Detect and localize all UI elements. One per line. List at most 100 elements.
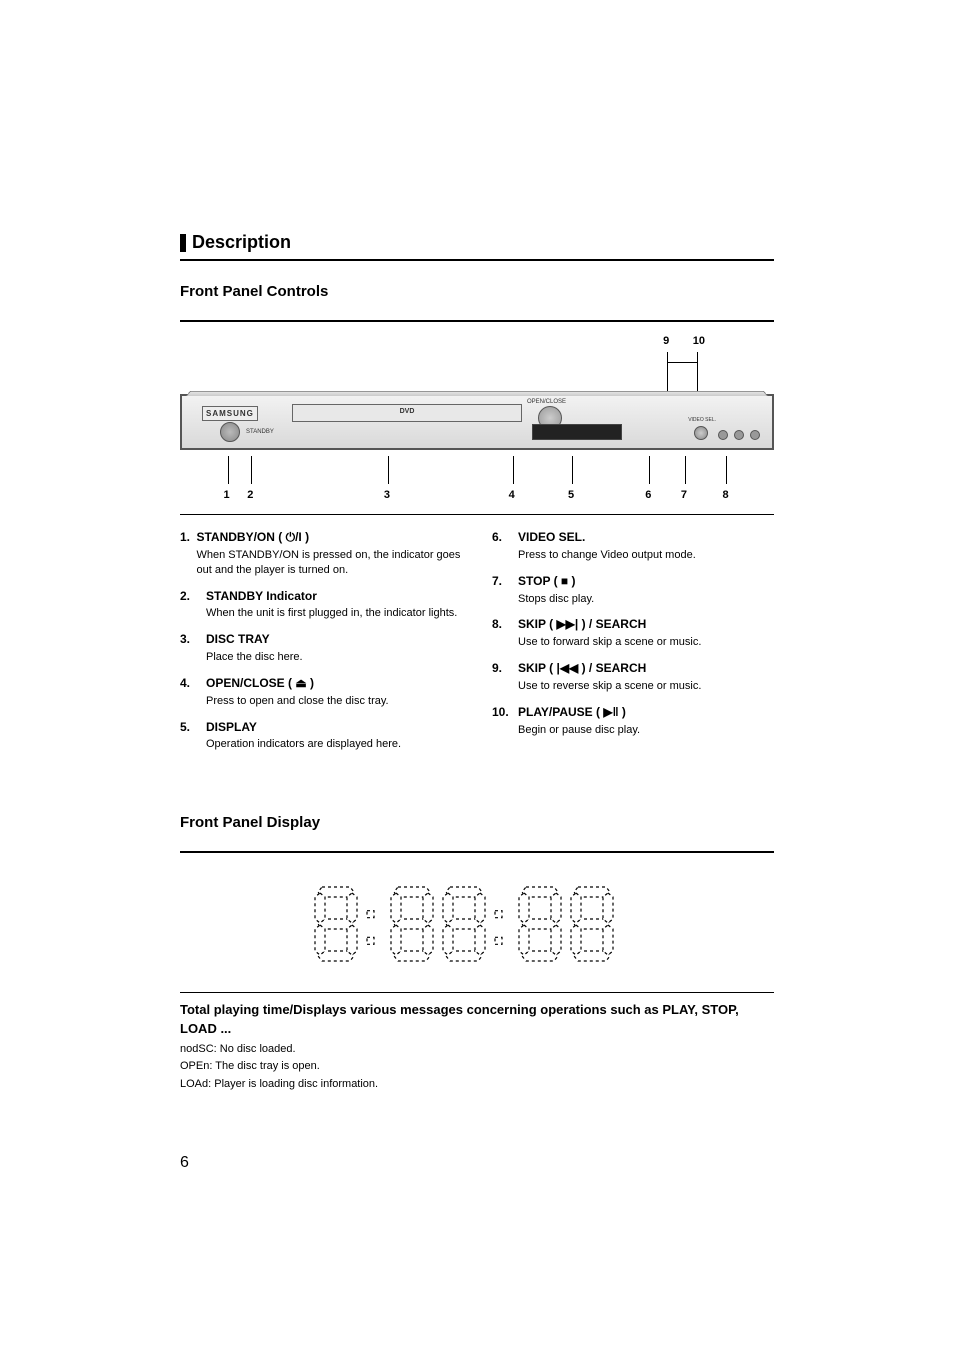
control-number: 4. — [180, 675, 206, 709]
brand-logo: SAMSUNG — [202, 406, 258, 421]
control-number: 9. — [492, 660, 518, 694]
display-message: OPEn: The disc tray is open. — [180, 1059, 774, 1074]
skip-rev-button — [750, 430, 760, 440]
diagram-bottom-callouts: 12345678 — [180, 456, 774, 506]
callout-line — [649, 456, 650, 484]
control-heading: STOP ( ■ ) — [518, 573, 594, 590]
control-description: When STANDBY/ON is pressed on, the indic… — [196, 548, 462, 578]
control-number: 2. — [180, 588, 206, 622]
control-item: 7.STOP ( ■ )Stops disc play. — [492, 573, 774, 607]
control-number: 5. — [180, 719, 206, 753]
disc-tray-mark: DVD — [400, 407, 415, 417]
control-body: STOP ( ■ )Stops disc play. — [518, 573, 594, 607]
controls-right-column: 6.VIDEO SEL. Press to change Video output… — [492, 529, 774, 762]
front-panel-diagram: 910 SAMSUNG STANDBY DVD OPEN/CLOSE VIDEO… — [180, 334, 774, 506]
control-heading: SKIP ( ▶▶| ) / SEARCH — [518, 616, 701, 633]
callout-line — [697, 352, 698, 394]
divider — [180, 992, 774, 993]
section-front-panel-controls: Front Panel Controls — [180, 281, 774, 302]
callout-line — [513, 456, 514, 484]
control-number: 7. — [492, 573, 518, 607]
device-top-edge — [186, 391, 768, 396]
control-item: 9.SKIP ( |◀◀ ) / SEARCH Use to reverse sk… — [492, 660, 774, 694]
control-body: PLAY/PAUSE ( ▶‖ ) Begin or pause disc pla… — [518, 704, 640, 738]
control-item: 8.SKIP ( ▶▶| ) / SEARCH Use to forward sk… — [492, 616, 774, 650]
control-heading: OPEN/CLOSE ( ⏏ ) — [206, 675, 389, 692]
callout-number: 2 — [247, 488, 253, 503]
skip-fwd-button — [734, 430, 744, 440]
page-title: Description — [192, 230, 291, 255]
video-sel-label: VIDEO SEL. — [688, 417, 716, 424]
callout-line — [572, 456, 573, 484]
control-description: Use to reverse skip a scene or music. — [518, 679, 701, 694]
callout-number: 3 — [384, 488, 390, 503]
control-item: 10.PLAY/PAUSE ( ▶‖ ) Begin or pause disc … — [492, 704, 774, 738]
control-description: Begin or pause disc play. — [518, 723, 640, 738]
control-body: SKIP ( |◀◀ ) / SEARCH Use to reverse skip… — [518, 660, 701, 694]
callout-line — [251, 456, 252, 484]
control-description: Place the disc here. — [206, 650, 303, 665]
callout-number: 10 — [693, 334, 705, 349]
control-item: 1.STANDBY/ON ( ⏻/I ) When STANDBY/ON is p… — [180, 529, 462, 577]
control-heading: PLAY/PAUSE ( ▶‖ ) — [518, 704, 640, 721]
control-body: SKIP ( ▶▶| ) / SEARCH Use to forward skip… — [518, 616, 701, 650]
control-description: Use to forward skip a scene or music. — [518, 635, 701, 650]
diagram-top-callouts: 910 — [180, 334, 774, 394]
page-title-row: Description — [180, 230, 774, 261]
control-description: When the unit is first plugged in, the i… — [206, 606, 457, 621]
stop-button — [718, 430, 728, 440]
control-description: Press to open and close the disc tray. — [206, 694, 389, 709]
divider — [180, 851, 774, 853]
device-chassis: SAMSUNG STANDBY DVD OPEN/CLOSE VIDEO SEL… — [180, 394, 774, 450]
disc-tray: DVD — [292, 404, 522, 422]
control-heading: DISPLAY — [206, 719, 401, 736]
control-item: 4.OPEN/CLOSE ( ⏏ ) Press to open and clos… — [180, 675, 462, 709]
divider — [180, 514, 774, 515]
divider — [180, 320, 774, 322]
control-heading: VIDEO SEL. — [518, 529, 696, 546]
control-body: VIDEO SEL. Press to change Video output m… — [518, 529, 696, 563]
controls-left-column: 1.STANDBY/ON ( ⏻/I ) When STANDBY/ON is p… — [180, 529, 462, 762]
callout-number: 4 — [509, 488, 515, 503]
control-body: STANDBY IndicatorWhen the unit is first … — [206, 588, 457, 622]
callout-number: 7 — [681, 488, 687, 503]
control-body: DISC TRAY Place the disc here. — [206, 631, 303, 665]
control-description: Press to change Video output mode. — [518, 548, 696, 563]
callout-line — [667, 352, 668, 394]
display-messages: nodSC: No disc loaded. OPEn: The disc tra… — [180, 1042, 774, 1092]
control-item: 6.VIDEO SEL. Press to change Video output… — [492, 529, 774, 563]
standby-label: STANDBY — [246, 428, 274, 436]
callout-line — [726, 456, 727, 484]
callout-number: 8 — [722, 488, 728, 503]
control-heading: SKIP ( |◀◀ ) / SEARCH — [518, 660, 701, 677]
control-heading: STANDBY Indicator — [206, 588, 457, 605]
control-number: 8. — [492, 616, 518, 650]
control-heading: DISC TRAY — [206, 631, 303, 648]
control-number: 6. — [492, 529, 518, 563]
section-front-panel-display: Front Panel Display — [180, 812, 774, 833]
control-heading: STANDBY/ON ( ⏻/I ) — [196, 529, 462, 546]
control-number: 1. — [180, 529, 196, 577]
callout-line — [388, 456, 389, 484]
display-caption: Total playing time/Displays various mess… — [180, 1001, 774, 1037]
video-sel-button — [694, 426, 708, 440]
control-item: 5.DISPLAYOperation indicators are displa… — [180, 719, 462, 753]
control-number: 3. — [180, 631, 206, 665]
callout-number: 5 — [568, 488, 574, 503]
control-item: 2.STANDBY IndicatorWhen the unit is firs… — [180, 588, 462, 622]
control-body: OPEN/CLOSE ( ⏏ ) Press to open and close … — [206, 675, 389, 709]
control-description: Operation indicators are displayed here. — [206, 737, 401, 752]
seven-segment-svg — [307, 879, 647, 969]
standby-button — [220, 422, 240, 442]
controls-list: 1.STANDBY/ON ( ⏻/I ) When STANDBY/ON is p… — [180, 529, 774, 762]
callout-number: 1 — [224, 488, 230, 503]
callout-line — [228, 456, 229, 484]
control-number: 10. — [492, 704, 518, 738]
front-display-window — [532, 424, 622, 440]
control-body: STANDBY/ON ( ⏻/I ) When STANDBY/ON is pre… — [196, 529, 462, 577]
callout-line — [685, 456, 686, 484]
control-item: 3.DISC TRAY Place the disc here. — [180, 631, 462, 665]
control-body: DISPLAYOperation indicators are displaye… — [206, 719, 401, 753]
display-message: LOAd: Player is loading disc information… — [180, 1077, 774, 1092]
display-message: nodSC: No disc loaded. — [180, 1042, 774, 1057]
